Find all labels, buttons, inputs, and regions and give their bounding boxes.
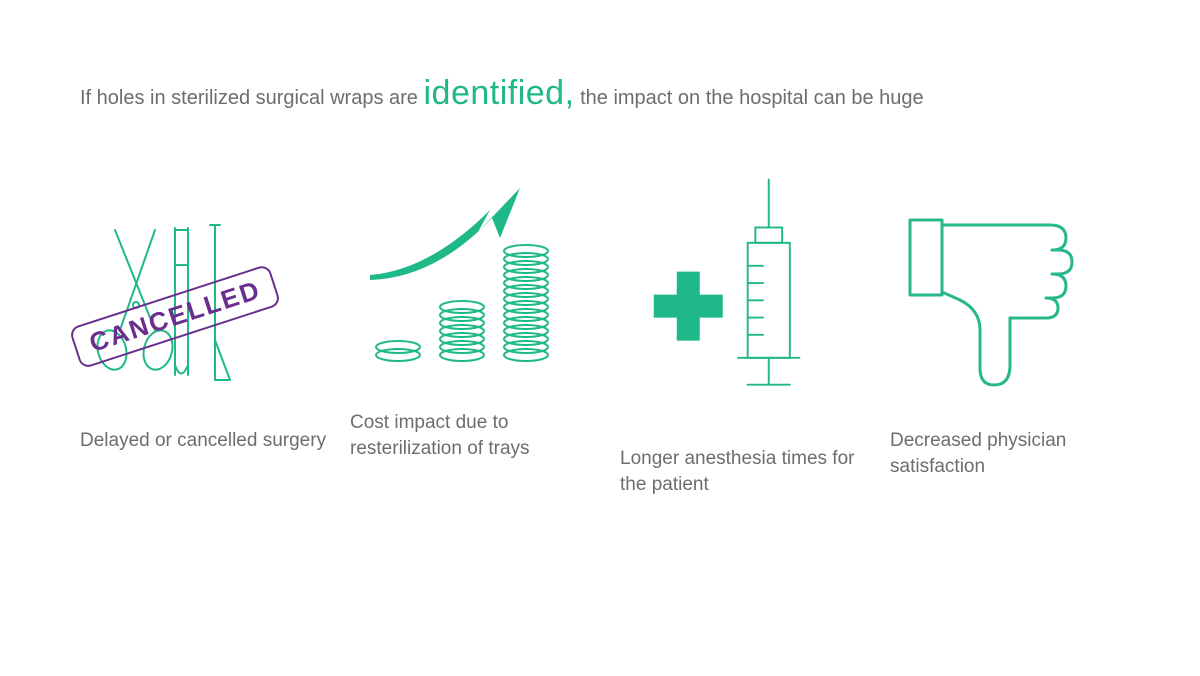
col-anesthesia: Longer anesthesia times for the patient — [620, 200, 870, 497]
plus-syringe-icon — [630, 170, 850, 400]
col-physician-satisfaction: Decreased physician satisfaction — [890, 200, 1140, 479]
caption-anesthesia: Longer anesthesia times for the patient — [620, 446, 870, 497]
headline-pre: If holes in sterilized surgical wraps ar… — [80, 87, 423, 109]
icon-plus-syringe — [620, 200, 870, 410]
headline-emphasis: identified, — [423, 74, 574, 112]
col-cancelled-surgery: CANCELLED Delayed or cancelled surgery — [80, 200, 330, 454]
icon-thumbs-down — [890, 200, 1140, 410]
caption-cost: Cost impact due to resterilization of tr… — [350, 410, 600, 461]
icon-cost-arrow-coins — [350, 200, 600, 410]
columns: CANCELLED Delayed or cancelled surgery — [80, 200, 1140, 497]
headline: If holes in sterilized surgical wraps ar… — [80, 74, 1120, 113]
caption-cancelled: Delayed or cancelled surgery — [80, 428, 330, 454]
cost-arrow-coins-icon — [350, 160, 580, 390]
col-cost-impact: Cost impact due to resterilization of tr… — [350, 200, 600, 461]
caption-physician: Decreased physician satisfaction — [890, 428, 1140, 479]
headline-post: the impact on the hospital can be huge — [580, 87, 924, 109]
thumbs-down-icon — [900, 200, 1100, 400]
icon-surgical-cancelled: CANCELLED — [80, 200, 330, 410]
